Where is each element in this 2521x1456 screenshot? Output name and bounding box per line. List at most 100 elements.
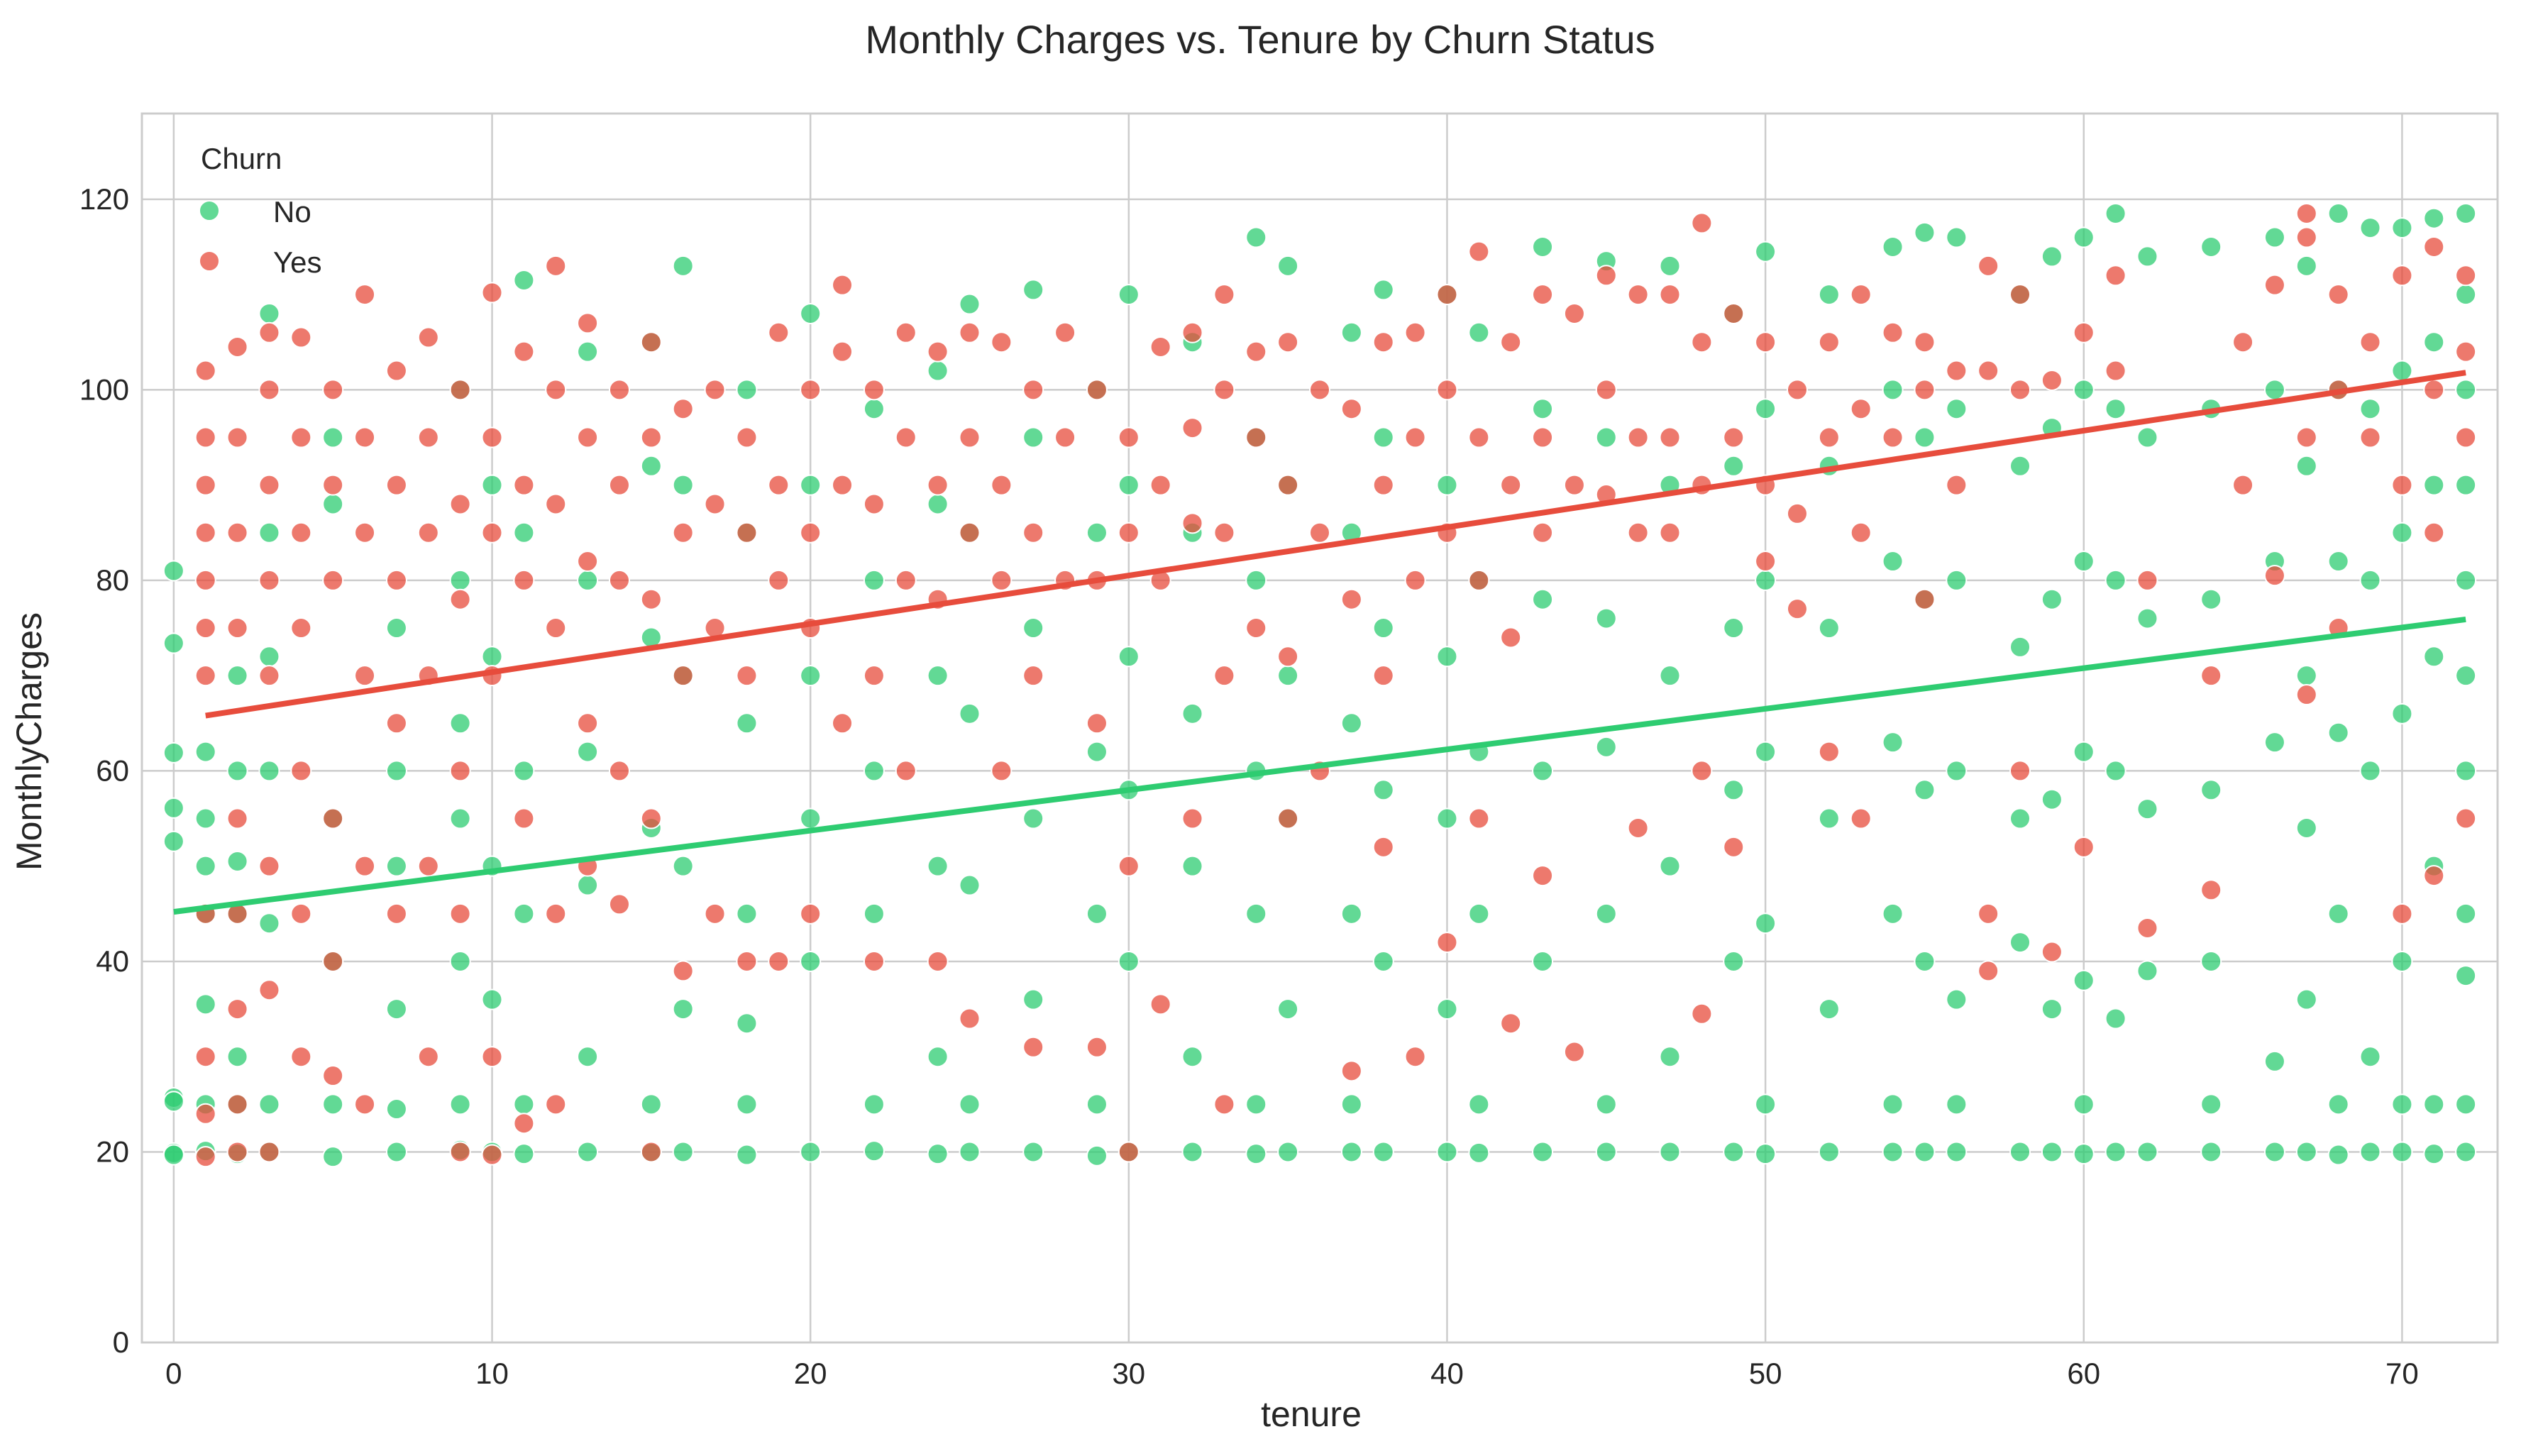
data-point-no xyxy=(2455,474,2477,496)
data-point-yes xyxy=(226,998,248,1020)
legend: Churn No Yes xyxy=(199,142,322,279)
data-point-yes xyxy=(768,321,790,343)
data-point-yes xyxy=(513,1113,535,1135)
data-point-no xyxy=(1595,426,1617,448)
data-point-no xyxy=(927,1143,949,1165)
data-point-yes xyxy=(226,617,248,639)
data-point-no xyxy=(162,797,184,819)
data-point-yes xyxy=(1245,341,1267,363)
data-point-no xyxy=(1372,426,1394,448)
data-point-no xyxy=(2423,646,2445,668)
data-point-yes xyxy=(258,379,280,401)
data-point-no xyxy=(258,760,280,782)
data-point-no xyxy=(1882,1093,1904,1115)
data-point-yes xyxy=(2327,284,2349,306)
data-point-no xyxy=(2455,284,2477,306)
data-point-yes xyxy=(991,569,1013,591)
data-point-no xyxy=(2104,1008,2126,1030)
data-point-yes xyxy=(354,426,376,448)
data-point-yes xyxy=(481,522,503,544)
data-point-no xyxy=(1723,950,1745,972)
data-point-no xyxy=(1755,912,1777,934)
data-point-yes xyxy=(2295,226,2317,248)
data-point-yes xyxy=(1977,255,1999,277)
data-point-yes xyxy=(258,321,280,343)
data-point-no xyxy=(2041,1141,2063,1163)
data-point-no xyxy=(2423,1093,2445,1115)
data-point-yes xyxy=(2200,665,2222,687)
data-point-yes xyxy=(1277,331,1299,353)
data-point-no xyxy=(800,950,822,972)
y-tick-label: 20 xyxy=(96,1135,129,1168)
data-point-no xyxy=(1468,1142,1490,1164)
data-point-no xyxy=(2136,1141,2158,1163)
data-point-no xyxy=(513,1093,535,1115)
data-point-no xyxy=(2295,817,2317,839)
data-point-no xyxy=(2391,522,2413,544)
data-point-yes xyxy=(1404,569,1426,591)
data-point-yes xyxy=(1977,960,1999,982)
data-point-no xyxy=(2295,1141,2317,1163)
data-point-yes xyxy=(1245,617,1267,639)
data-point-no xyxy=(2295,665,2317,687)
data-point-no xyxy=(2455,379,2477,401)
data-point-yes xyxy=(863,665,885,687)
data-point-no xyxy=(1659,855,1681,877)
data-point-no xyxy=(2327,1144,2349,1166)
data-point-no xyxy=(2041,246,2063,268)
data-point-no xyxy=(2327,202,2349,224)
data-point-yes xyxy=(927,950,949,972)
data-point-no xyxy=(513,522,535,544)
data-point-no xyxy=(1022,617,1044,639)
data-point-yes xyxy=(2009,760,2031,782)
data-point-yes xyxy=(417,522,439,544)
chart-title: Monthly Charges vs. Tenure by Churn Stat… xyxy=(865,17,1655,62)
data-point-no xyxy=(2041,588,2063,610)
data-point-no xyxy=(258,912,280,934)
y-tick-label: 60 xyxy=(96,754,129,787)
y-axis-label: MonthlyCharges xyxy=(9,612,49,871)
data-point-no xyxy=(2009,932,2031,954)
data-point-yes xyxy=(385,712,407,734)
data-point-yes xyxy=(545,255,567,277)
data-point-yes xyxy=(608,893,630,915)
data-point-yes xyxy=(863,379,885,401)
data-point-yes xyxy=(1914,379,1936,401)
data-point-yes xyxy=(194,474,216,496)
data-point-no xyxy=(2327,551,2349,573)
data-point-yes xyxy=(290,326,312,348)
data-point-no xyxy=(1086,1093,1108,1115)
data-point-yes xyxy=(194,569,216,591)
data-point-no xyxy=(2423,207,2445,229)
data-point-no xyxy=(385,1098,407,1120)
data-point-yes xyxy=(290,1046,312,1068)
data-point-yes xyxy=(1532,522,1554,544)
data-point-yes xyxy=(1818,426,1840,448)
data-point-no xyxy=(1372,1141,1394,1163)
data-point-yes xyxy=(545,493,567,515)
data-point-yes xyxy=(1468,241,1490,263)
data-point-no xyxy=(1723,779,1745,801)
data-point-no xyxy=(1245,903,1267,925)
trend-lines xyxy=(173,370,2466,915)
data-point-yes xyxy=(290,760,312,782)
data-point-no xyxy=(2200,1093,2222,1115)
data-point-yes xyxy=(2359,426,2381,448)
data-point-no xyxy=(863,903,885,925)
data-point-yes xyxy=(1691,1003,1713,1025)
data-point-no xyxy=(1914,1141,1936,1163)
data-point-yes xyxy=(2041,369,2063,391)
data-point-yes xyxy=(1595,379,1617,401)
data-point-no xyxy=(1118,474,1140,496)
data-point-no xyxy=(2009,636,2031,658)
data-point-no xyxy=(2391,1093,2413,1115)
data-point-no xyxy=(1946,398,1968,420)
data-point-yes xyxy=(322,474,344,496)
axes-frame xyxy=(140,112,2499,1344)
data-point-yes xyxy=(545,617,567,639)
data-point-yes xyxy=(1340,588,1362,610)
data-point-yes xyxy=(2391,474,2413,496)
data-point-yes xyxy=(354,284,376,306)
data-point-yes xyxy=(481,426,503,448)
